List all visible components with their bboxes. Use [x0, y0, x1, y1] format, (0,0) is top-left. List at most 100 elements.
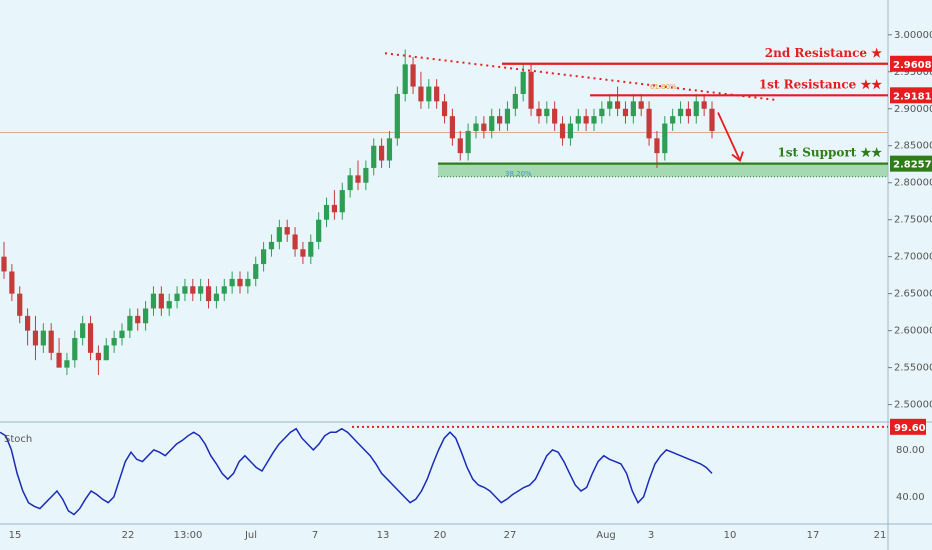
candle-body [662, 123, 668, 154]
candle-body [394, 93, 400, 139]
candle-body [182, 286, 188, 294]
candle-body [103, 345, 109, 361]
price-tick-label: 2.80000 [894, 178, 932, 189]
time-tick-label[interactable]: 21 [874, 530, 887, 541]
stoch-panel [0, 425, 888, 516]
stoch-title: Stoch [4, 434, 32, 445]
support-zone-rect [438, 163, 888, 177]
fib-label: 38.20% [505, 170, 532, 178]
candle-body [229, 278, 235, 287]
candle-body [567, 123, 573, 139]
stoch-line [0, 427, 713, 516]
stoch-tick-label: 40.00 [896, 492, 925, 503]
candle-body [198, 286, 204, 294]
candle-body [497, 116, 503, 124]
time-tick-label[interactable]: 7 [312, 530, 318, 541]
candle-body [331, 204, 337, 213]
candle-body [607, 101, 613, 109]
time-tick-label[interactable]: 3 [648, 530, 654, 541]
time-tick-label[interactable]: 17 [807, 530, 820, 541]
time-tick-label[interactable]: 22 [122, 530, 135, 541]
candle-body [72, 338, 78, 361]
candle-body [119, 330, 125, 339]
candle-body [379, 145, 385, 161]
stoch-level-label: 99.60 [894, 423, 926, 434]
level-badge [890, 87, 932, 104]
time-tick-label[interactable]: 20 [434, 530, 447, 541]
time-tick-label[interactable]: 10 [724, 530, 737, 541]
candle-body [347, 175, 353, 191]
candle-body [268, 241, 275, 250]
candle-body [615, 101, 621, 109]
price-tick-label: 2.95000 [894, 67, 932, 78]
level-name: 2nd Resistance ★ [765, 46, 882, 60]
candle-body [253, 264, 259, 279]
candle-body [316, 219, 322, 242]
candle-body [80, 323, 86, 339]
stoch-tick-label: 80.00 [896, 445, 925, 456]
candle-body [339, 190, 345, 213]
candle-body [143, 308, 149, 324]
support-zone [0, 132, 888, 178]
time-tick-label[interactable]: Jul [244, 530, 257, 541]
level-badge-label: 2.82579 [893, 160, 932, 171]
candle-body [693, 101, 699, 117]
candle-body [221, 286, 227, 294]
candle-body [504, 108, 511, 124]
candle-body [465, 130, 471, 154]
level-badge-label: 2.91817 [893, 91, 932, 102]
candle-body [276, 227, 282, 242]
price-tick-label: 3.00000 [894, 30, 932, 41]
candle-body [40, 330, 46, 346]
price-axis[interactable]: 3.00000 2.95000 2.90000 2.85000 2.80000 2.750… [888, 30, 932, 503]
candle-body [402, 64, 408, 94]
candle-body [386, 138, 393, 161]
candle-body [323, 204, 330, 220]
candle-body [9, 271, 15, 294]
candle-body [213, 293, 219, 302]
price-tick-label: 2.75000 [894, 215, 932, 226]
candle-body [111, 338, 117, 346]
time-tick-label[interactable]: Aug [596, 530, 616, 541]
candle-body [1, 256, 7, 272]
candles [1, 49, 715, 376]
levels [438, 62, 888, 165]
projection-arrowhead [731, 151, 744, 162]
price-tick-label: 2.65000 [894, 289, 932, 300]
level-name: 1st Resistance ★★ [759, 77, 882, 91]
time-tick-label[interactable]: 15 [9, 530, 22, 541]
candle-body [355, 175, 361, 183]
time-tick-label[interactable]: 27 [504, 530, 517, 541]
candle-body [489, 116, 495, 131]
candle-body [685, 108, 691, 117]
candle-body [64, 360, 70, 368]
candle-body [205, 286, 212, 302]
candle-body [418, 86, 424, 102]
candle-body [127, 315, 133, 331]
time-tick-label[interactable]: 13 [377, 530, 390, 541]
time-axis[interactable]: 15 22 13:00 Jul 7 13 20 27 Aug 3 10 17 21 [9, 530, 887, 541]
candle-body [512, 93, 518, 109]
candle-body [237, 278, 243, 287]
price-tick-label: 2.85000 [894, 141, 932, 152]
candle-body [166, 301, 172, 309]
candle-body [245, 278, 251, 287]
candle-body [481, 123, 487, 131]
candle-body [473, 123, 479, 131]
price-tick-label: 2.70000 [894, 252, 932, 263]
candle-body [371, 145, 377, 168]
candle-body [135, 315, 141, 324]
candle-body [174, 293, 180, 302]
candle-body [25, 315, 31, 331]
candle-body [591, 116, 597, 124]
candle-body [190, 286, 196, 294]
level-badge [890, 55, 932, 72]
fib-label: 61.80% [650, 83, 677, 91]
candle-body [677, 108, 684, 117]
candle-body [701, 101, 707, 109]
candle-body [308, 241, 314, 257]
candle-body [520, 71, 526, 94]
time-tick-label[interactable]: 13:00 [174, 530, 203, 541]
